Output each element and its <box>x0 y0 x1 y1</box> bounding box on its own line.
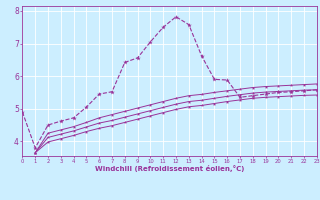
X-axis label: Windchill (Refroidissement éolien,°C): Windchill (Refroidissement éolien,°C) <box>95 165 244 172</box>
